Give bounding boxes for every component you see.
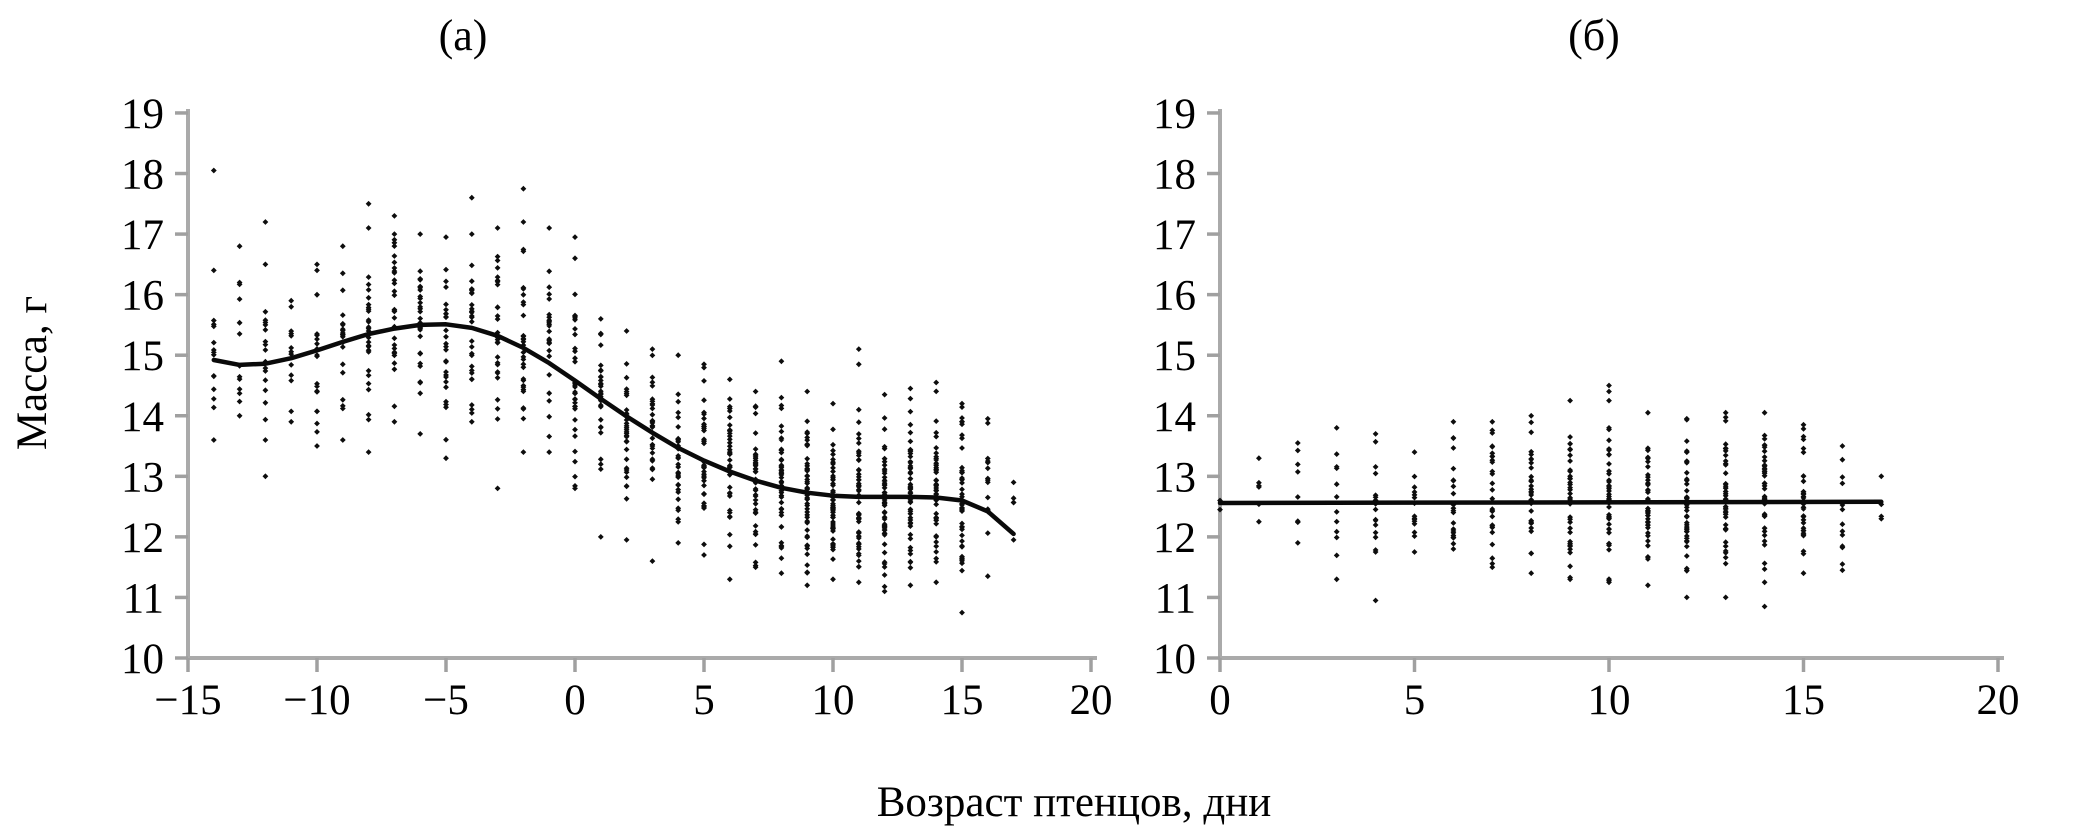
y-tick-label: 15	[121, 333, 164, 380]
y-tick-label: 16	[121, 273, 164, 320]
y-tick-label: 19	[1153, 91, 1196, 138]
x-tick-label: 10	[1588, 677, 1631, 724]
y-tick-label: 19	[121, 91, 164, 138]
y-tick-label: 16	[1153, 273, 1196, 320]
panel-a-title: (а)	[439, 11, 488, 60]
scatter-points	[1217, 382, 1885, 610]
x-tick-label: 15	[1782, 677, 1825, 724]
x-tick-label: −15	[154, 677, 221, 724]
x-tick-label: 20	[1977, 677, 2020, 724]
y-tick-label: 10	[1153, 636, 1196, 683]
x-tick-label: −5	[423, 677, 469, 724]
panel-b-plot: 10 11 12 13 14 15 16 17 18 19 0 5 10 15 20	[1153, 91, 2020, 724]
y-tick-label: 11	[1155, 575, 1196, 622]
trend-line	[1217, 499, 1884, 506]
y-tick-label: 15	[1153, 333, 1196, 380]
y-tick-label: 17	[1153, 212, 1196, 259]
y-tick-label: 18	[1153, 152, 1196, 199]
trend-line	[211, 322, 1016, 537]
y-tick-label: 14	[1153, 394, 1196, 441]
y-tick-label: 18	[121, 152, 164, 199]
x-tick-label: 0	[564, 677, 586, 724]
y-tick-label: 14	[121, 394, 164, 441]
x-tick-label: −10	[283, 677, 350, 724]
y-tick-label: 17	[121, 212, 164, 259]
x-tick-label: 15	[941, 677, 984, 724]
y-tick-label: 12	[121, 515, 164, 562]
panel-b-title: (б)	[1568, 11, 1620, 60]
y-axis-label: Масса, г	[9, 296, 56, 450]
scatter-points	[210, 167, 1017, 616]
y-tick-label: 12	[1153, 515, 1196, 562]
y-tick-label: 11	[123, 575, 164, 622]
x-tick-label: 5	[1404, 677, 1426, 724]
panel-a-plot: 10 11 12 13 14 15 16 17 18 19 −15 −10 −5 0 5 10 15 20	[121, 91, 1113, 724]
x-axis-label: Возраст птенцов, дни	[877, 779, 1272, 826]
x-tick-label: 20	[1070, 677, 1113, 724]
x-tick-label: 5	[693, 677, 715, 724]
y-tick-label: 10	[121, 636, 164, 683]
y-tick-label: 13	[121, 454, 164, 501]
x-tick-label: 10	[812, 677, 855, 724]
x-tick-label: 0	[1209, 677, 1231, 724]
y-tick-label: 13	[1153, 454, 1196, 501]
